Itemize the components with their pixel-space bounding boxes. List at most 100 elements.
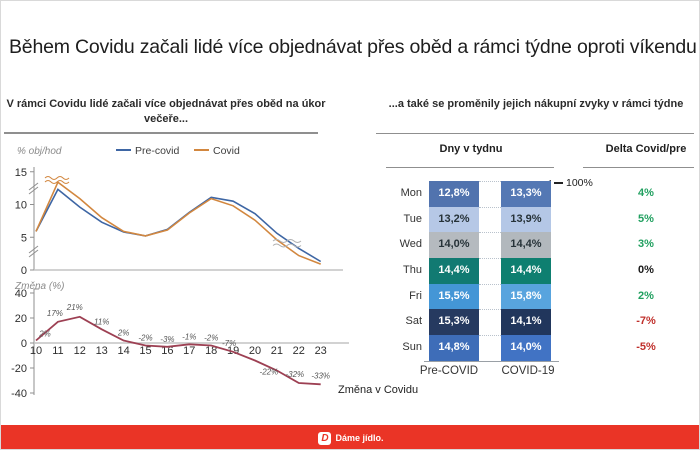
svg-text:-1%: -1% — [182, 332, 196, 341]
svg-text:-3%: -3% — [160, 335, 174, 344]
day-label: Fri — [409, 289, 422, 302]
table-row: Thu 14,4% 14,4% 0% — [386, 258, 696, 284]
covid-change-chart: Změna (%) 40 20 0 -20 -40 10 11 12 13 14 15 16 17 18 1… — [11, 281, 349, 400]
line-break-squiggle-peak — [44, 176, 70, 184]
svg-text:5: 5 — [21, 232, 27, 244]
svg-text:17%: 17% — [47, 309, 63, 318]
covid-cell: 14,4% — [501, 258, 551, 284]
delta-value: 5% — [638, 212, 654, 225]
svg-text:12: 12 — [74, 345, 86, 357]
day-label: Wed — [399, 238, 422, 251]
svg-text:-2%: -2% — [204, 334, 218, 343]
arrow-line — [554, 182, 563, 184]
svg-text:0: 0 — [21, 338, 27, 350]
svg-text:11: 11 — [52, 345, 63, 357]
precovid-cell: 13,2% — [429, 206, 479, 233]
legend-precovid-label: Pre-covid — [135, 145, 180, 157]
svg-text:-2%: -2% — [138, 334, 152, 343]
svg-text:17: 17 — [183, 345, 195, 357]
delta-header: Delta Covid/pre — [605, 143, 687, 155]
covid19-column-label: COVID-19 — [501, 365, 555, 377]
delta-value: -7% — [636, 315, 656, 328]
legend-covid-label: Covid — [213, 145, 240, 157]
table-row: Sun 14,8% 14,0% -5% — [386, 335, 696, 361]
logo-letter: D — [321, 432, 329, 444]
svg-text:-7%: -7% — [222, 339, 236, 348]
hourly-share-chart: % obj/hod Pre-covid Covid 0 5 10 15 — [15, 145, 343, 277]
table-row: Fri 15,5% 15,8% 2% — [386, 283, 696, 310]
heatmap-baseline — [424, 360, 559, 362]
right-top-rule — [376, 133, 694, 134]
svg-text:20: 20 — [15, 313, 27, 325]
left-chart-subtitle: V rámci Covidu lidé začali více objednáv… — [6, 98, 326, 125]
brand-name: Dáme jídlo. — [335, 433, 384, 443]
precovid-cell: 14,4% — [429, 258, 479, 284]
days-header: Dny v tydnu — [439, 143, 503, 155]
delta-header-rule — [583, 167, 694, 168]
footer-bar: D Dáme jídlo. — [1, 425, 699, 449]
weekday-heatmap-table: Mon 12,8% 13,3% 4% Tue 13,2% 13,9% 5% Wed 14,0% 14… — [386, 181, 696, 362]
day-label: Sat — [405, 315, 422, 328]
precovid-column-label: Pre-COVID — [419, 365, 479, 377]
hundred-percent-label: 100% — [566, 177, 593, 189]
delta-value: 2% — [638, 289, 654, 302]
day-label: Mon — [400, 187, 422, 199]
precovid-cell: 12,8% — [429, 181, 479, 207]
svg-text:10: 10 — [30, 345, 42, 357]
svg-text:10: 10 — [15, 200, 27, 212]
line-break-squiggle-late — [272, 239, 302, 248]
svg-text:22: 22 — [293, 345, 305, 357]
table-row: Tue 13,2% 13,9% 5% — [386, 206, 696, 233]
svg-text:-40: -40 — [11, 388, 27, 400]
svg-text:15: 15 — [139, 345, 151, 357]
covid-cell: 14,1% — [501, 309, 551, 336]
delta-value: 4% — [638, 187, 654, 199]
covid-cell: 14,0% — [501, 335, 551, 361]
chart1-plot-area: 0 5 10 15 — [15, 167, 343, 277]
covid-cell: 15,8% — [501, 283, 551, 310]
svg-text:15: 15 — [15, 167, 27, 179]
table-row: Wed 14,0% 14,4% 3% — [386, 232, 696, 259]
svg-text:11%: 11% — [94, 317, 109, 326]
svg-text:-22%: -22% — [260, 368, 279, 377]
svg-text:2%: 2% — [117, 329, 130, 338]
right-table-subtitle: ...a také se proměnily jejich nákupní zv… — [388, 98, 684, 110]
chart2-ylabel: Změna (%) — [14, 281, 64, 292]
svg-text:23: 23 — [315, 345, 327, 357]
delta-value: 3% — [638, 238, 654, 251]
svg-text:14: 14 — [117, 345, 129, 357]
day-label: Tue — [403, 212, 422, 225]
svg-text:2%: 2% — [38, 330, 51, 339]
svg-text:18: 18 — [205, 345, 217, 357]
svg-text:40: 40 — [15, 288, 27, 300]
day-label: Thu — [403, 264, 422, 277]
table-row: Mon 12,8% 13,3% 4% — [386, 181, 696, 207]
covid-cell: 14,4% — [501, 232, 551, 259]
day-label: Sun — [402, 341, 422, 354]
chart2-caption: Změna v Covidu — [338, 384, 419, 396]
svg-text:-20: -20 — [11, 363, 27, 375]
days-header-rule — [386, 167, 554, 168]
svg-text:-32%: -32% — [285, 370, 304, 379]
table-row: Sat 15,3% 14,1% -7% — [386, 309, 696, 336]
precovid-cell: 15,3% — [429, 309, 479, 336]
covid-cell: 13,9% — [501, 206, 551, 233]
delta-value: -5% — [636, 341, 656, 354]
precovid-cell: 14,0% — [429, 232, 479, 259]
svg-text:20: 20 — [249, 345, 261, 357]
chart1-ylabel: % obj/hod — [17, 146, 62, 157]
svg-text:21%: 21% — [66, 303, 83, 312]
svg-text:16: 16 — [161, 345, 173, 357]
precovid-cell: 15,5% — [429, 283, 479, 310]
delta-value: 0% — [638, 264, 654, 277]
svg-text:21: 21 — [271, 345, 283, 357]
slide-title: Během Covidu začali lidé více objednávat… — [9, 36, 697, 58]
precovid-cell: 14,8% — [429, 335, 479, 361]
svg-text:0: 0 — [21, 265, 27, 277]
svg-text:13: 13 — [96, 345, 108, 357]
left-title-rule — [4, 132, 318, 134]
covid-cell: 13,3% — [501, 181, 551, 207]
brand-logo-icon: D — [318, 431, 332, 445]
